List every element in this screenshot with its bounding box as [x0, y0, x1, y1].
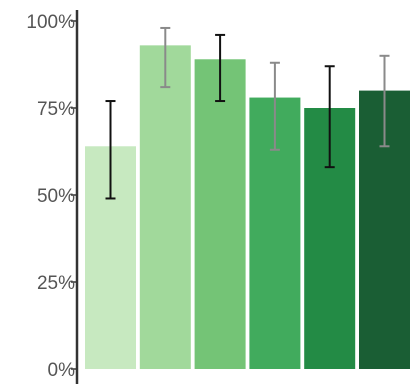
y-tick-label: 75%: [37, 99, 75, 120]
y-axis-ticks: 0% 25% 50% 75% 100%: [26, 12, 77, 381]
bar-2: [139, 45, 191, 370]
y-tick-label: 0%: [48, 360, 76, 381]
y-tick-label: 50%: [37, 186, 75, 207]
bars: [85, 45, 410, 370]
bar-3: [194, 59, 246, 369]
y-tick-label: 25%: [37, 273, 75, 294]
error-bars: [105, 26, 390, 200]
y-tick-label: 100%: [26, 12, 75, 33]
